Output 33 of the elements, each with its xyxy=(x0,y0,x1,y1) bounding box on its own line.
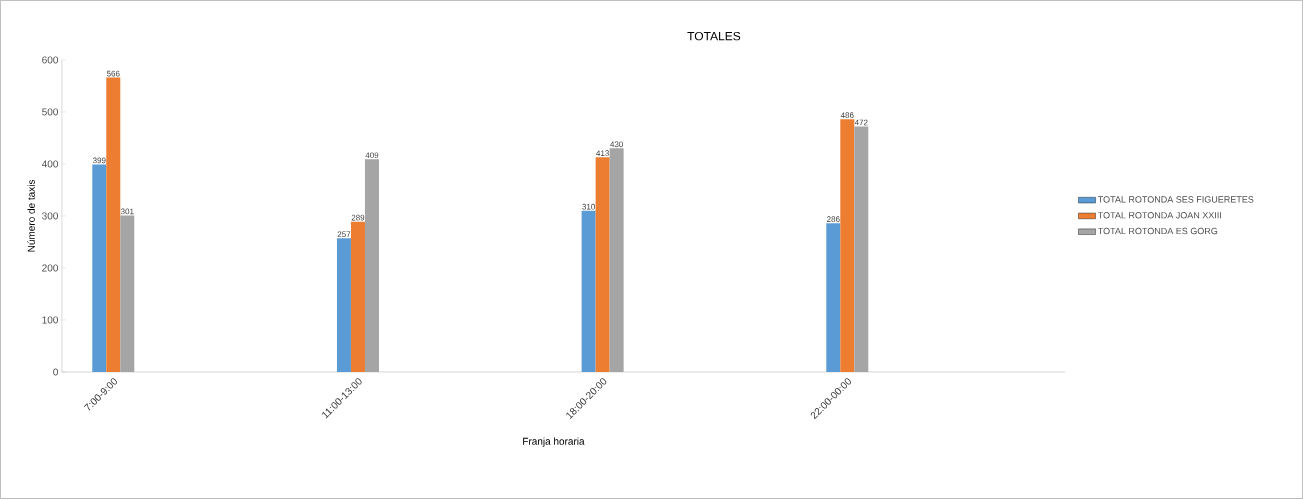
bar xyxy=(106,77,121,373)
bar xyxy=(826,223,841,373)
bar xyxy=(840,119,855,373)
y-tick-label: 500 xyxy=(42,108,58,116)
legend-label: TOTAL ROTONDA SES FIGUERETES xyxy=(1097,196,1254,203)
bar xyxy=(595,157,610,373)
data-label: 289 xyxy=(351,214,365,221)
data-label: 409 xyxy=(365,152,379,159)
data-label: 413 xyxy=(596,150,609,157)
chart-title: TOTALES xyxy=(687,31,741,41)
legend-label: TOTAL ROTONDA ES GORG xyxy=(1097,227,1218,235)
bar xyxy=(350,221,365,373)
data-label: 301 xyxy=(120,208,134,215)
bar xyxy=(336,238,351,373)
y-tick-label: 0 xyxy=(53,368,58,376)
data-label: 472 xyxy=(854,119,868,126)
data-label: 286 xyxy=(827,216,840,223)
y-tick-label: 300 xyxy=(42,212,58,220)
y-tick-label: 100 xyxy=(42,316,58,324)
data-label: 566 xyxy=(106,70,120,77)
data-label: 399 xyxy=(92,157,106,164)
legend-label: TOTAL ROTONDA JOAN XXIII xyxy=(1097,212,1221,219)
bar xyxy=(581,210,596,373)
data-label: 486 xyxy=(840,112,854,119)
y-tick-label: 400 xyxy=(41,160,58,168)
data-label: 310 xyxy=(582,203,595,210)
data-label: 430 xyxy=(610,141,623,148)
y-axis-title: Número de taxis xyxy=(27,179,35,252)
x-axis-title: Franja horaria xyxy=(523,437,585,447)
data-label: 257 xyxy=(337,231,351,238)
y-tick-label: 200 xyxy=(42,264,58,272)
y-tick-label: 600 xyxy=(42,56,58,64)
bar xyxy=(92,164,107,373)
